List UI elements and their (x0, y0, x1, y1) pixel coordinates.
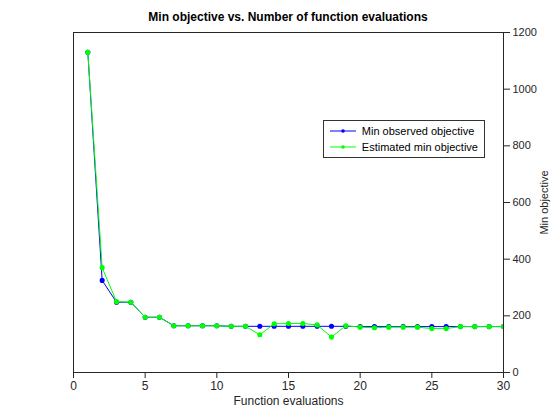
svg-text:30: 30 (497, 379, 511, 393)
svg-text:10: 10 (210, 379, 224, 393)
svg-text:15: 15 (282, 379, 296, 393)
svg-text:25: 25 (425, 379, 439, 393)
html-text:Min objective vs. Number of fu: Min objective vs. Number of function eva… (148, 10, 428, 24)
html-text:Estimated min objective: Estimated min objective (361, 141, 478, 153)
svg-text:1200: 1200 (513, 28, 537, 38)
svg-text:Function evaluations: Function evaluations (233, 394, 343, 408)
svg-text:20: 20 (353, 379, 367, 393)
svg-text:1000: 1000 (513, 83, 537, 95)
svg-text:0: 0 (513, 366, 519, 378)
svg-text:0: 0 (70, 379, 77, 393)
svg-text:200: 200 (513, 309, 531, 321)
svg-text:600: 600 (513, 196, 531, 208)
svg-text:5: 5 (142, 379, 149, 393)
html-text:Min observed objective: Min observed objective (361, 125, 475, 137)
svg-text:Min objective: Min objective (538, 170, 550, 234)
svg-text:400: 400 (513, 253, 531, 265)
svg-text:800: 800 (513, 139, 531, 151)
